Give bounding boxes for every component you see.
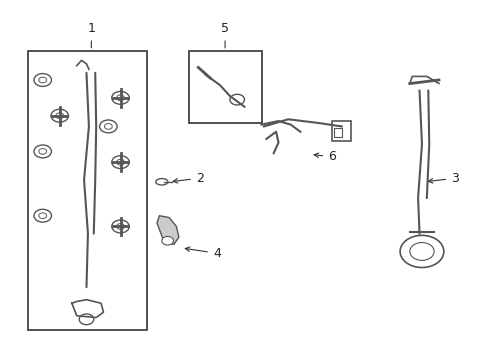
Text: 4: 4 [185,247,220,260]
Text: 3: 3 [427,172,458,185]
Bar [334,128,341,137]
Text: 6: 6 [313,150,335,163]
Text: 5: 5 [221,22,228,35]
Bar [28,51,147,330]
Polygon shape [157,216,179,244]
Bar [331,121,351,141]
Text: 1: 1 [87,22,95,35]
Text: 2: 2 [173,172,203,185]
Bar [188,51,261,123]
Circle shape [162,237,173,245]
